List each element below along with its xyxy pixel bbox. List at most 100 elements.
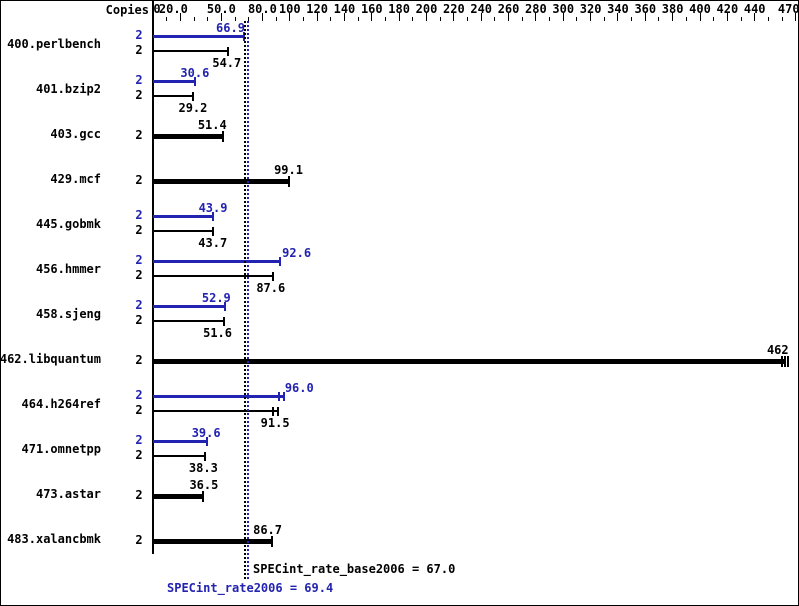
x-axis-major-tick	[508, 13, 510, 21]
x-axis-major-tick	[726, 13, 728, 21]
bar-value-label: 66.9	[216, 21, 245, 35]
copies-count: 2	[135, 448, 143, 462]
bar-value-label: 38.3	[188, 461, 218, 475]
bar-end-serif	[201, 490, 204, 502]
bar-end-serif	[224, 301, 227, 311]
bar-end-serif	[222, 130, 225, 142]
benchmark-label: 401.bzip2	[35, 82, 101, 96]
base-bar	[153, 410, 279, 412]
copies-count: 2	[135, 298, 143, 312]
x-axis-tick-label: 100	[278, 2, 301, 16]
x-axis-major-tick	[398, 13, 400, 21]
bar-value-label: 86.7	[253, 523, 282, 537]
x-axis-minor-tick	[207, 17, 209, 21]
x-axis-tick-label: 380	[661, 2, 684, 16]
x-axis-minor-tick	[248, 17, 250, 21]
x-axis-minor-tick	[234, 17, 236, 21]
copies-count: 2	[135, 73, 143, 87]
benchmark-label: 471.omnetpp	[21, 442, 101, 456]
benchmark-label: 458.sjeng	[35, 307, 101, 321]
copies-count: 2	[135, 173, 143, 187]
peak-bar	[153, 304, 226, 308]
bar-value-label: 99.1	[274, 163, 303, 177]
x-axis-minor-tick	[302, 17, 304, 21]
x-axis-tick-label: 20.0	[158, 2, 188, 16]
benchmark-label: 473.astar	[35, 487, 101, 501]
x-axis-minor-tick	[275, 17, 277, 21]
benchmark-label: 403.gcc	[50, 127, 101, 141]
base-bar	[153, 455, 206, 457]
benchmark-label: 464.h264ref	[21, 397, 101, 411]
x-axis-minor-tick	[357, 17, 359, 21]
bar-value-label: 91.5	[260, 416, 290, 430]
bar-end-serif	[193, 76, 196, 86]
benchmark-label: 462.libquantum	[0, 352, 101, 366]
x-axis-major-tick	[371, 13, 373, 21]
bar-end-serif	[786, 355, 789, 367]
x-axis-tick-label: 440	[743, 2, 766, 16]
copies-count: 2	[135, 253, 143, 267]
x-axis-tick-label: 320	[579, 2, 602, 16]
bar-end-serif	[277, 406, 280, 416]
x-axis-major-tick	[426, 13, 427, 21]
bar-value-label: 54.7	[212, 56, 242, 70]
single-bar	[153, 133, 224, 139]
x-axis-minor-tick	[193, 17, 195, 21]
x-axis-major-tick	[754, 13, 756, 21]
bar-end-serif	[272, 406, 275, 416]
copies-count: 2	[135, 388, 143, 402]
x-axis-minor-tick	[631, 17, 633, 21]
y-axis-line	[152, 1, 154, 554]
x-axis-tick-label: 200	[415, 2, 438, 16]
bar-value-label: 87.6	[256, 281, 286, 295]
x-axis-major-tick	[289, 13, 291, 21]
bar-value-label: 29.2	[178, 101, 208, 115]
x-axis-major-tick	[535, 13, 537, 21]
single-bar	[153, 493, 203, 499]
bar-value-label: 43.7	[198, 236, 228, 250]
copies-count: 2	[135, 433, 143, 447]
x-axis-major-tick	[590, 13, 592, 21]
x-axis-tick-label: 280	[525, 2, 547, 16]
peak-bar	[153, 79, 195, 83]
peak-bar	[153, 259, 280, 263]
peak-bar	[153, 214, 214, 218]
copies-count: 2	[135, 128, 143, 142]
bar-end-serif	[226, 46, 229, 56]
copies-count: 2	[135, 43, 143, 57]
bar-end-serif	[212, 211, 215, 221]
bar-end-serif	[204, 451, 207, 461]
x-axis-major-tick	[261, 13, 263, 21]
x-axis-minor-tick	[166, 17, 168, 21]
bar-value-label: 52.9	[201, 291, 231, 305]
benchmark-label: 429.mcf	[50, 172, 101, 186]
bar-value-label: 39.6	[191, 426, 221, 440]
x-axis-tick-label: 240	[470, 2, 493, 16]
base-bar	[153, 230, 213, 232]
x-axis-major-tick	[644, 13, 646, 21]
bar-end-serif	[270, 535, 273, 547]
base-rate-reference-line	[243, 21, 246, 579]
base-bar	[153, 275, 273, 277]
copies-count: 2	[135, 533, 143, 547]
x-axis-minor-tick	[549, 17, 551, 21]
copies-count: 2	[135, 88, 143, 102]
x-axis-minor-tick	[467, 17, 469, 21]
peak-bar	[153, 439, 208, 443]
x-axis-minor-tick	[439, 17, 441, 21]
x-axis-minor-tick	[384, 17, 386, 21]
base-bar	[153, 50, 228, 52]
bar-value-label: 30.6	[180, 66, 210, 80]
benchmark-label: 400.perlbench	[7, 37, 101, 51]
x-axis-major-tick	[699, 13, 701, 21]
bar-value-label: 36.5	[189, 478, 219, 492]
base-rate-reference-label: SPECint_rate_base2006 = 67.0	[253, 562, 456, 576]
x-axis-major-tick	[453, 13, 455, 21]
bar-end-serif	[191, 91, 194, 101]
copies-count: 2	[135, 403, 143, 417]
x-axis-tick-label: 470	[777, 2, 799, 16]
x-axis-major-tick	[220, 13, 222, 21]
x-axis-minor-tick	[685, 17, 687, 21]
x-axis-tick-label: 160	[360, 2, 383, 16]
